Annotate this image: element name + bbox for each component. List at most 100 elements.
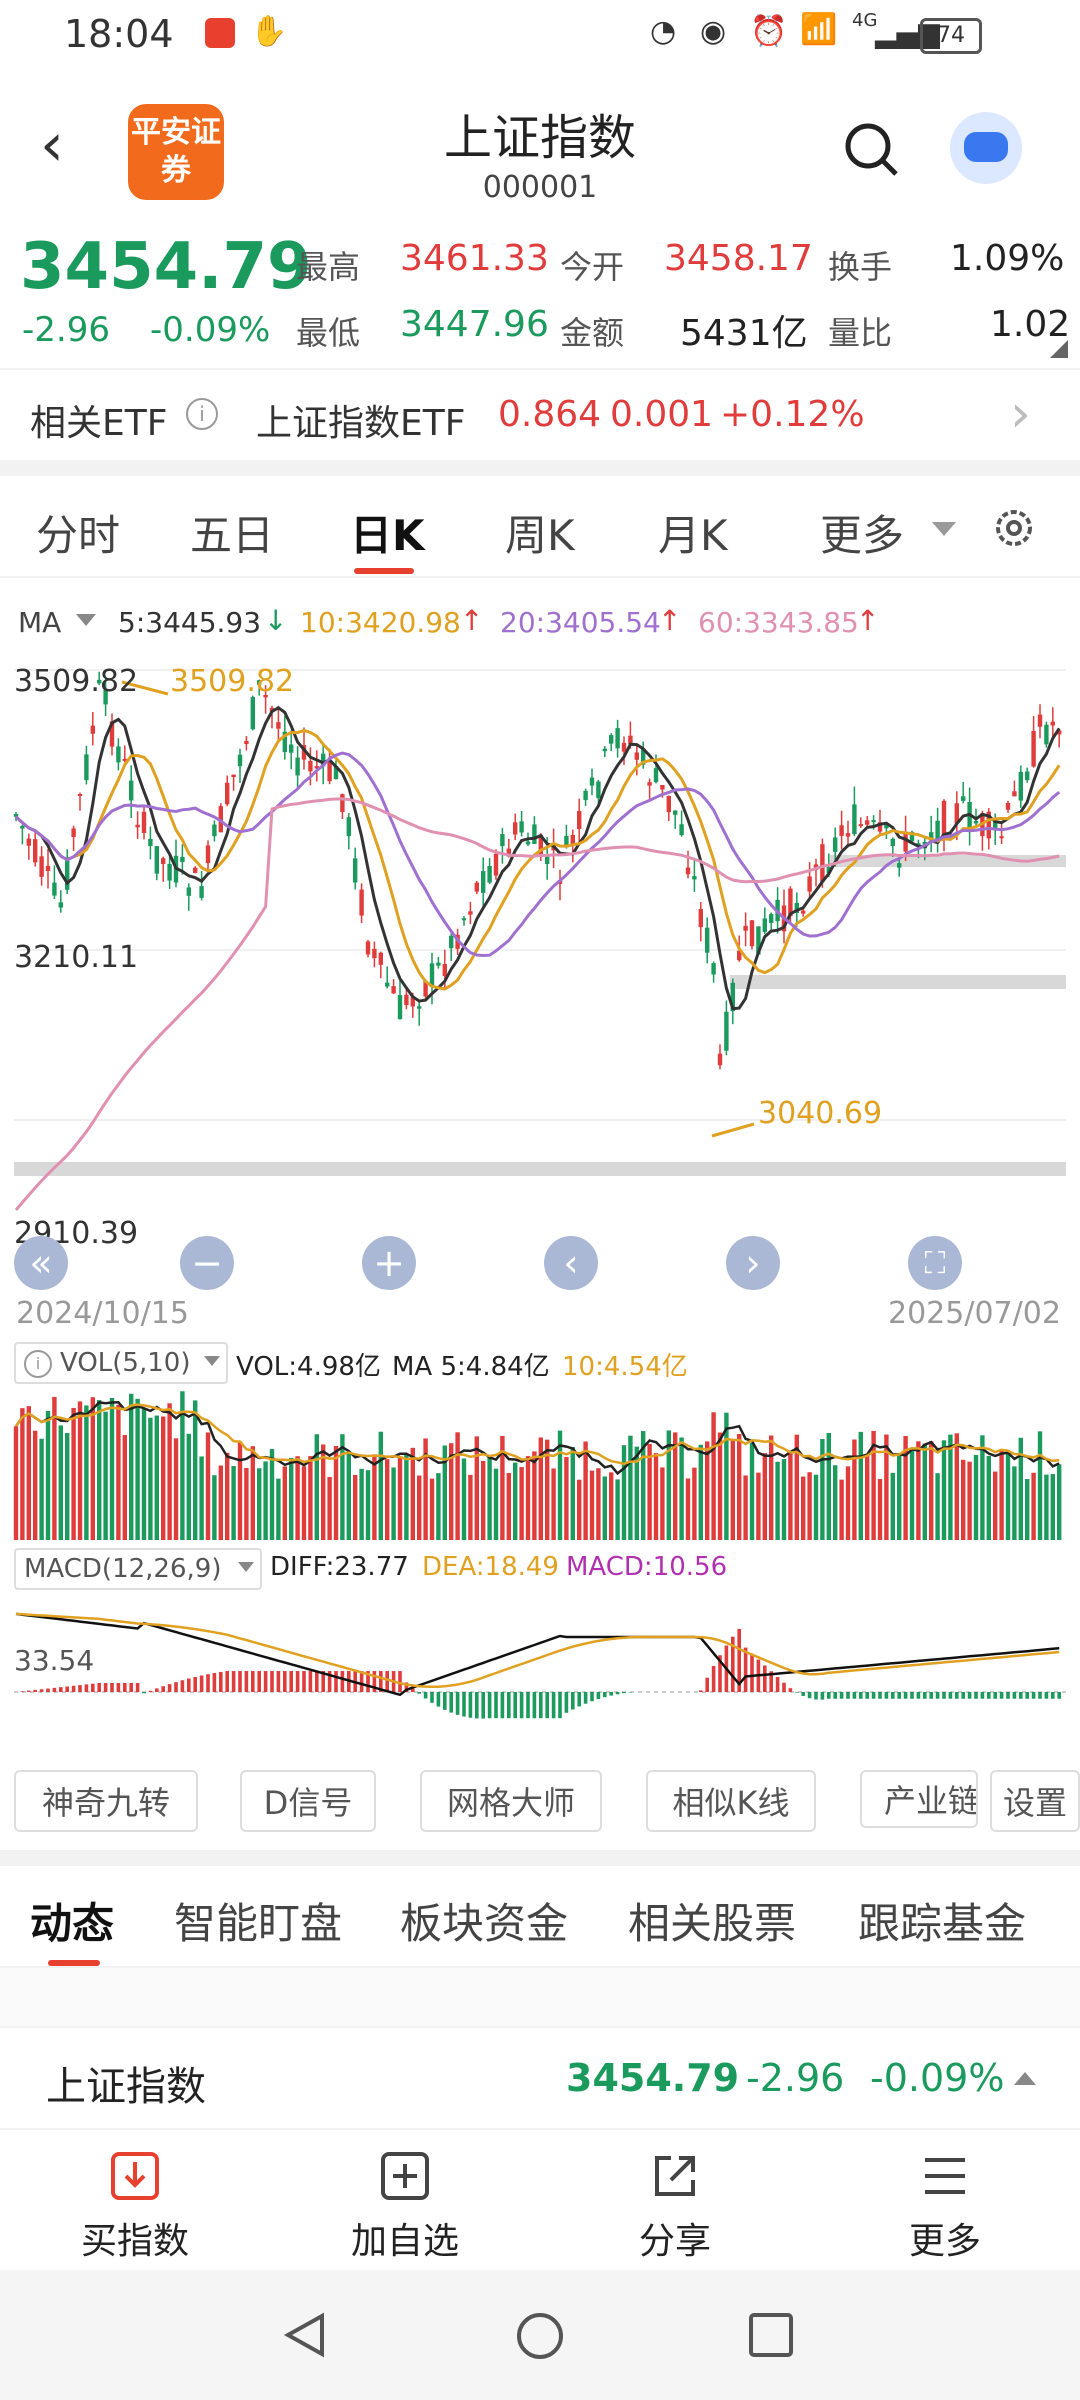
volume-bar [903, 1435, 908, 1540]
zoom-out-button[interactable]: − [180, 1236, 234, 1290]
candle-body [167, 863, 172, 881]
candle-body [820, 844, 825, 883]
etf-row[interactable]: 相关ETF i 上证指数ETF 0.864 0.001 +0.12% › [0, 370, 1080, 460]
candle-body [577, 810, 582, 830]
macd-bar [558, 1692, 562, 1719]
macd-bar [935, 1692, 940, 1699]
more-button[interactable]: 更多 [880, 2150, 1010, 2264]
tool-industry-chain[interactable]: 产业链 [860, 1770, 978, 1828]
nav-home-icon[interactable] [514, 2310, 566, 2362]
volume-bar [436, 1473, 441, 1540]
tab-dynamics[interactable]: 动态 [30, 1899, 115, 1948]
tool-nine-turn[interactable]: 神奇九转 [14, 1770, 198, 1832]
candle-body [615, 728, 620, 749]
macd-bar [180, 1680, 185, 1692]
volume-bar [455, 1432, 460, 1540]
tool-grid-master[interactable]: 网格大师 [420, 1770, 602, 1832]
ma-label[interactable]: MA [18, 606, 62, 639]
candle-body [97, 679, 102, 684]
candle-body [327, 760, 332, 782]
candle-body [20, 825, 25, 829]
tab-intraday[interactable]: 分时 [36, 511, 121, 560]
candle-body [801, 910, 806, 914]
macd-bar [84, 1684, 89, 1692]
ma-dropdown-icon[interactable] [76, 614, 96, 626]
vol-label: VOL(5,10) [60, 1348, 191, 1378]
candle-body [225, 782, 230, 805]
volume-bar [474, 1436, 479, 1540]
macd-selector[interactable]: MACD(12,26,9) [14, 1548, 262, 1590]
volume-chart[interactable] [0, 1386, 1080, 1540]
add-watchlist-button[interactable]: 加自选 [340, 2150, 470, 2264]
tool-settings[interactable]: 设置 [990, 1770, 1080, 1832]
candle-body [641, 749, 646, 765]
volume-bar [820, 1438, 825, 1540]
scroll-left-button[interactable]: ‹ [544, 1236, 598, 1290]
volume-bar [295, 1456, 300, 1540]
share-button[interactable]: 分享 [610, 2150, 740, 2264]
volume-bar [301, 1466, 307, 1540]
candle-body [621, 742, 627, 752]
buy-index-button[interactable]: 买指数 [70, 2150, 200, 2264]
tab-monthly-k[interactable]: 月K [658, 511, 728, 560]
macd-bar [187, 1678, 191, 1692]
fullscreen-button[interactable]: ⛶ [908, 1236, 962, 1290]
tab-tracking-funds[interactable]: 跟踪基金 [858, 1899, 1027, 1948]
tab-related-stocks[interactable]: 相关股票 [628, 1899, 797, 1948]
rewind-button[interactable]: « [14, 1236, 68, 1290]
candle-body [333, 766, 339, 780]
vol-dropdown-icon[interactable] [204, 1356, 220, 1366]
candle-body [237, 754, 243, 767]
volume-bar [839, 1479, 844, 1540]
bottom-quote-bar[interactable]: 上证指数 3454.79 -2.96 -0.09% [0, 2028, 1080, 2128]
tab-more[interactable]: 更多 [820, 511, 905, 560]
candle-body [890, 838, 895, 847]
vol-selector[interactable]: i VOL(5,10) [14, 1342, 228, 1384]
candle-body [999, 836, 1004, 839]
macd-bar [487, 1692, 492, 1719]
kline-chart[interactable]: 3509.82 3509.82 3210.11 3040.69 2910.39 [0, 650, 1080, 1270]
candle-body [353, 858, 358, 883]
volume-bar [52, 1396, 57, 1540]
macd-chart[interactable] [0, 1592, 1080, 1762]
vol-info-icon[interactable]: i [24, 1350, 52, 1378]
candle-body [865, 820, 870, 825]
tab-weekly-k[interactable]: 周K [505, 511, 575, 560]
dropdown-icon[interactable] [932, 522, 956, 536]
search-icon[interactable] [842, 120, 902, 180]
macd-bar [334, 1671, 338, 1692]
candles-group [13, 671, 1062, 1070]
volume-bar [973, 1454, 979, 1540]
scroll-right-button[interactable]: › [726, 1236, 780, 1290]
volume-bar [461, 1458, 467, 1540]
kline-plot[interactable] [0, 650, 1080, 1270]
zoom-in-button[interactable]: + [362, 1236, 416, 1290]
volume-bar [39, 1438, 44, 1540]
volume-bar [673, 1432, 678, 1540]
candle-body [673, 810, 678, 815]
volume-bar [180, 1391, 185, 1540]
back-icon[interactable]: ‹ [40, 110, 64, 180]
expand-corner-icon[interactable] [1050, 340, 1068, 358]
macd-bar [449, 1692, 453, 1713]
macd-bar [1051, 1692, 1055, 1699]
tab-daily-k[interactable]: 日K [350, 511, 425, 560]
macd-bar [590, 1692, 594, 1702]
nav-back-icon[interactable] [280, 2310, 330, 2360]
tool-d-signal[interactable]: D信号 [240, 1770, 376, 1832]
volume-bar [314, 1434, 319, 1540]
chevron-right-icon[interactable]: › [1010, 384, 1031, 444]
tab-five-day[interactable]: 五日 [190, 511, 275, 560]
tool-similar-k[interactable]: 相似K线 [646, 1770, 816, 1832]
expand-up-icon[interactable] [1014, 2072, 1036, 2085]
macd-bar [199, 1675, 204, 1692]
battery-icon: 74 [920, 18, 982, 54]
robot-assistant-icon[interactable] [950, 112, 1022, 184]
tab-smart-watch[interactable]: 智能盯盘 [174, 1899, 343, 1948]
nav-recents-icon[interactable] [746, 2310, 796, 2360]
settings-gear-icon[interactable] [990, 504, 1038, 552]
page-title: 上证指数 [443, 110, 636, 166]
info-icon[interactable]: i [186, 398, 218, 430]
tab-sector-funds[interactable]: 板块资金 [400, 1899, 569, 1948]
macd-dropdown-icon[interactable] [238, 1562, 254, 1572]
